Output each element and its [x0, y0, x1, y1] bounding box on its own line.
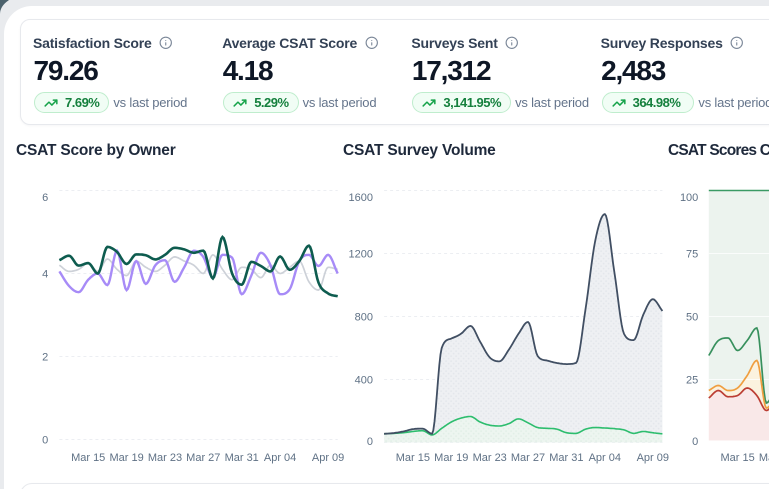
svg-text:Mar 31: Mar 31	[549, 452, 583, 464]
svg-text:400: 400	[355, 374, 373, 386]
svg-text:100: 100	[680, 192, 698, 204]
svg-text:Mar 15: Mar 15	[720, 452, 754, 464]
svg-text:25: 25	[686, 374, 698, 386]
svg-text:Mar 15: Mar 15	[396, 452, 430, 464]
svg-text:1200: 1200	[349, 248, 373, 260]
svg-text:2: 2	[42, 351, 48, 363]
svg-text:Apr 09: Apr 09	[637, 452, 669, 464]
svg-text:Mar 31: Mar 31	[225, 452, 259, 464]
svg-text:Mar 19: Mar 19	[759, 452, 769, 464]
svg-text:Mar 27: Mar 27	[186, 452, 220, 464]
svg-text:Mar 23: Mar 23	[148, 452, 182, 464]
svg-text:Mar 15: Mar 15	[71, 452, 105, 464]
svg-text:Mar 19: Mar 19	[109, 452, 143, 464]
svg-text:6: 6	[42, 192, 48, 204]
svg-text:0: 0	[367, 436, 373, 448]
svg-text:75: 75	[686, 248, 698, 260]
svg-text:50: 50	[686, 311, 698, 323]
svg-text:1600: 1600	[349, 192, 373, 204]
svg-text:Mar 23: Mar 23	[473, 452, 507, 464]
svg-text:Apr 09: Apr 09	[312, 452, 344, 464]
svg-text:Apr 04: Apr 04	[589, 452, 621, 464]
svg-text:0: 0	[42, 434, 48, 446]
svg-text:800: 800	[355, 311, 373, 323]
svg-text:Mar 19: Mar 19	[434, 452, 468, 464]
svg-text:Apr 04: Apr 04	[264, 452, 296, 464]
svg-text:4: 4	[42, 268, 48, 280]
svg-text:Mar 27: Mar 27	[511, 452, 545, 464]
svg-text:0: 0	[692, 436, 698, 448]
